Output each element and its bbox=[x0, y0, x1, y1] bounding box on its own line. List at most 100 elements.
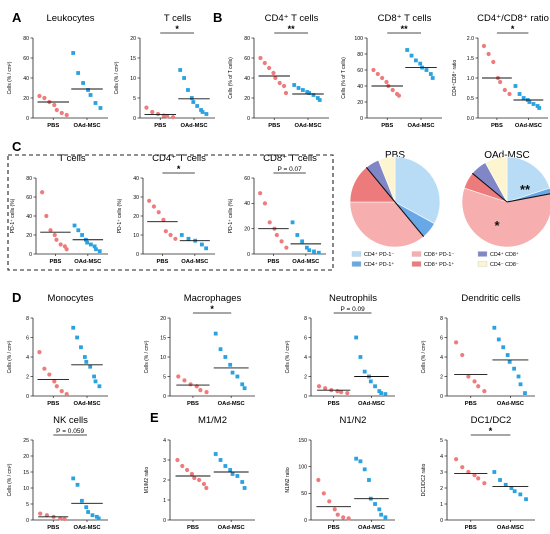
oad-msc-point bbox=[290, 220, 295, 225]
pbs-point bbox=[204, 390, 209, 395]
y-tick-label: 0 bbox=[26, 116, 29, 122]
y-tick-label: 0 bbox=[247, 252, 250, 258]
y-tick-label: 25 bbox=[23, 438, 29, 444]
significance-label: * bbox=[489, 426, 493, 436]
y-axis-label: Cells (% / cm²) bbox=[114, 61, 120, 94]
pbs-point bbox=[346, 516, 351, 521]
y-tick-label: 40 bbox=[23, 76, 29, 82]
x-category-label: PBS bbox=[267, 259, 279, 265]
pbs-point bbox=[316, 477, 321, 483]
oad-msc-point bbox=[517, 92, 522, 96]
chart-pd1_t: T cells 0 20 40 60 80 PD-1⁺ cells (%) PBS OAd-MS… bbox=[10, 153, 108, 265]
oad-msc-point bbox=[213, 331, 218, 336]
chart-title: NK cells bbox=[53, 415, 88, 426]
pbs-point bbox=[175, 457, 180, 463]
y-tick-label: 0 bbox=[133, 116, 136, 122]
y-tick-label: 0 bbox=[247, 116, 250, 122]
oad-msc-point bbox=[523, 391, 527, 395]
oad-msc-point bbox=[93, 101, 98, 105]
oad-msc-point bbox=[300, 88, 305, 92]
pbs-point bbox=[150, 109, 155, 115]
y-tick-label: 60 bbox=[244, 176, 250, 182]
y-tick-label: 3 bbox=[163, 458, 166, 464]
y-tick-label: 1 bbox=[163, 498, 166, 504]
y-tick-label: 0 bbox=[26, 394, 29, 400]
oad-msc-point bbox=[505, 353, 510, 357]
pbs-point bbox=[476, 476, 481, 481]
y-axis-label: Cells (% / cm²) bbox=[7, 463, 13, 496]
y-tick-label: 20 bbox=[130, 36, 136, 42]
chart-cd8: CD8⁺ T cells 0 20 40 60 80 100 Cells (% of T ce… bbox=[341, 13, 442, 129]
y-tick-label: 10 bbox=[133, 233, 139, 239]
pbs-point bbox=[64, 247, 69, 252]
oad-msc-point bbox=[518, 382, 523, 387]
pbs-point bbox=[262, 201, 268, 206]
y-tick-label: 8 bbox=[440, 316, 443, 322]
x-category-label: OAd-MSC bbox=[218, 401, 246, 407]
pbs-point bbox=[476, 384, 481, 389]
significance-label: ** bbox=[401, 24, 409, 34]
chart-title: CD4⁺/CD8⁺ ratio bbox=[477, 13, 549, 24]
y-tick-label: 6 bbox=[304, 335, 307, 341]
oad-msc-point bbox=[79, 498, 84, 503]
y-tick-label: 0 bbox=[304, 518, 307, 524]
x-category-label: OAd-MSC bbox=[218, 525, 246, 531]
pbs-point bbox=[44, 513, 50, 518]
oad-msc-point bbox=[492, 470, 497, 474]
significance-label: * bbox=[175, 24, 179, 34]
y-axis-label: M1/M2 ratio bbox=[144, 467, 150, 494]
pbs-point bbox=[37, 93, 42, 99]
y-tick-label: 0 bbox=[360, 116, 363, 122]
chart-leukocytes: Leukocytes 0 20 40 60 80 Cells (% / cm²) PBS OAd… bbox=[7, 13, 108, 129]
oad-msc-point bbox=[362, 467, 367, 472]
y-tick-label: 150 bbox=[298, 438, 307, 444]
oad-msc-point bbox=[71, 325, 76, 330]
pbs-point bbox=[390, 87, 395, 93]
oad-msc-point bbox=[496, 337, 501, 342]
oad-msc-point bbox=[94, 247, 98, 252]
pbs-point bbox=[42, 95, 47, 101]
y-tick-label: 30 bbox=[133, 195, 139, 201]
oad-msc-point bbox=[535, 104, 540, 108]
oad-msc-point bbox=[88, 364, 93, 369]
oad-msc-point bbox=[84, 505, 89, 510]
oad-msc-point bbox=[311, 93, 316, 97]
panel-letter-c: C bbox=[12, 139, 22, 154]
oad-msc-point bbox=[527, 100, 532, 104]
pbs-point bbox=[491, 59, 496, 65]
pbs-point bbox=[466, 469, 471, 475]
pbs-point bbox=[258, 191, 263, 196]
significance-label: P = 0.07 bbox=[277, 166, 302, 173]
oad-msc-point bbox=[97, 249, 102, 254]
oad-msc-point bbox=[498, 478, 502, 482]
chart-pie_oad: OAd-MSC*** bbox=[461, 150, 550, 248]
oad-msc-point bbox=[204, 246, 209, 251]
pie-slice bbox=[506, 156, 550, 203]
y-tick-label: 20 bbox=[160, 316, 166, 322]
oad-msc-point bbox=[507, 359, 512, 364]
legend-swatch bbox=[411, 261, 422, 267]
oad-msc-point bbox=[537, 106, 542, 110]
pbs-point bbox=[316, 384, 322, 389]
x-category-label: PBS bbox=[381, 123, 393, 129]
oad-msc-point bbox=[373, 384, 377, 389]
y-tick-label: 4 bbox=[440, 454, 443, 460]
oad-msc-point bbox=[312, 249, 316, 254]
y-tick-label: 5 bbox=[133, 96, 136, 102]
x-category-label: OAd-MSC bbox=[294, 123, 322, 129]
pbs-point bbox=[64, 391, 69, 397]
pbs-point bbox=[335, 389, 340, 394]
y-tick-label: 20 bbox=[23, 96, 29, 102]
chart-tcells_a: T cells 0 5 10 15 20 Cells (% / cm²) PBS OAd-MSC… bbox=[114, 13, 215, 129]
chart-neutrophils: Neutrophils 0 2 4 6 8 Cells (% / cm²) PBS OAd-MS… bbox=[285, 293, 395, 407]
pbs-point bbox=[327, 499, 332, 504]
x-category-label: OAd-MSC bbox=[358, 401, 386, 407]
oad-msc-point bbox=[300, 239, 305, 244]
legend-label: CD4⁺ PD-1⁻ bbox=[364, 252, 394, 258]
significance-label: * bbox=[511, 24, 515, 34]
chart-n1n2: N1/N2 0 50 100 150 N1/N2 ratio PBS OAd-MSC bbox=[285, 415, 395, 531]
y-tick-label: 15 bbox=[160, 335, 166, 341]
x-category-label: OAd-MSC bbox=[74, 259, 102, 265]
oad-msc-point bbox=[228, 468, 233, 472]
chart-pd1_cd8: CD8⁺ T cells 0 20 40 60 PD-1⁺ cells (%) PBS OAd… bbox=[228, 153, 326, 265]
